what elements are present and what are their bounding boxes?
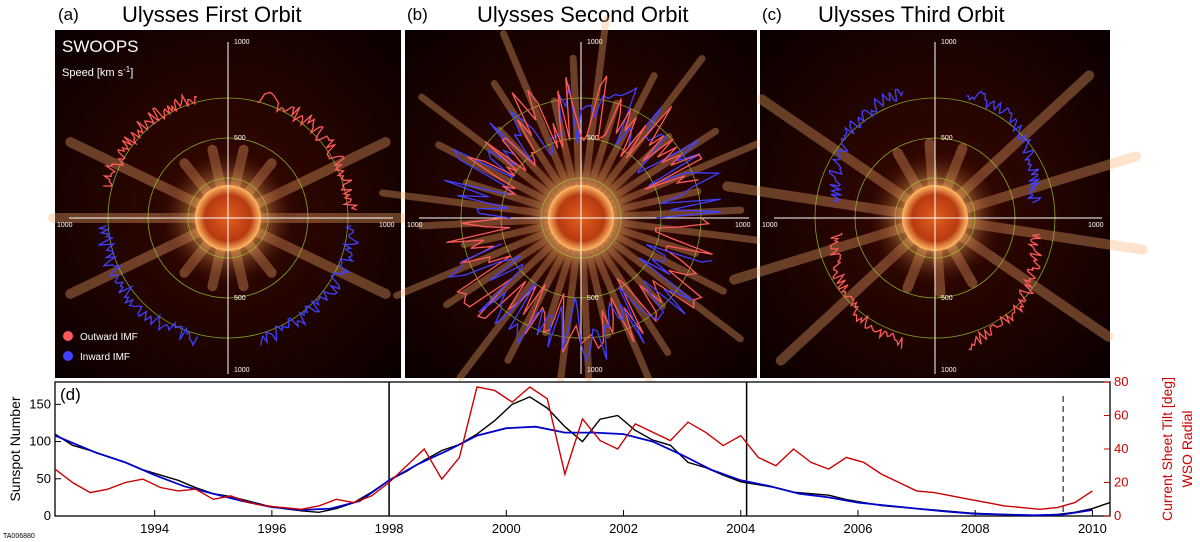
panel-label-b: (b): [407, 5, 428, 24]
y2-axis-label-1: Current Sheet Tilt [deg]: [1159, 377, 1175, 521]
polar-tick-label: 500: [587, 135, 599, 142]
panel-label-c: (c): [762, 5, 782, 24]
speed-trace: [966, 90, 1042, 204]
x-tick-label: 2008: [961, 521, 990, 536]
polar-tick-label: 1000: [941, 39, 957, 46]
speed-trace: [97, 225, 199, 347]
y2-tick-label: 80: [1114, 374, 1128, 389]
x-tick-label: 1994: [140, 521, 169, 536]
polar-panel-c: 1000 500 500 1000 1000 1000: [722, 30, 1148, 378]
y2-tick-label: 60: [1114, 408, 1128, 423]
y2-axis-label-2: WSO Radial: [1179, 410, 1195, 487]
y2-tick-label: 40: [1114, 441, 1128, 456]
polar-tick-label: 1000: [234, 39, 250, 46]
panel-label-a: (a): [58, 5, 79, 24]
panel-title-a: Ulysses First Orbit: [122, 2, 302, 27]
polar-panel-a: 1000 500 500 1000 1000 1000: [48, 30, 408, 378]
legend-label-inward: Inward IMF: [80, 352, 130, 363]
y-tick-label: 150: [29, 396, 51, 411]
polar-tick-label: 1000: [941, 367, 957, 374]
y-tick-label: 50: [37, 471, 51, 486]
polar-tick-label: 1000: [407, 222, 423, 229]
legend-label-outward: Outward IMF: [80, 332, 138, 343]
polar-tick-label: 1000: [234, 367, 250, 374]
speed-trace: [968, 233, 1042, 351]
speed-trace: [447, 243, 712, 363]
speed-trace: [257, 91, 359, 211]
legend-marker-outward: [63, 331, 73, 341]
y2-tick-label: 20: [1114, 475, 1128, 490]
instrument-label: SWOOPS: [62, 37, 139, 56]
polar-tick-label: 500: [941, 295, 953, 302]
polar-tick-label: 1000: [1088, 222, 1104, 229]
speed-trace: [102, 92, 198, 187]
speed-trace: [444, 84, 722, 219]
panel-label-d: (d): [60, 385, 81, 404]
polar-tick-label: 500: [587, 295, 599, 302]
polar-tick-label: 1000: [587, 367, 603, 374]
polar-tick-label: 500: [234, 295, 246, 302]
y-tick-label: 100: [29, 434, 51, 449]
polar-panel-b: 1000 500 500 1000 1000 1000: [379, 16, 783, 420]
plot-frame: [54, 381, 1111, 517]
polar-tick-label: 1000: [379, 222, 395, 229]
x-tick-label: 2002: [609, 521, 638, 536]
polar-tick-label: 1000: [57, 222, 73, 229]
x-tick-label: 2006: [844, 521, 873, 536]
polar-tick-label: 500: [234, 135, 246, 142]
x-tick-label: 2004: [726, 521, 755, 536]
legend-marker-inward: [63, 351, 73, 361]
speed-trace: [828, 88, 904, 204]
x-tick-label: 1996: [257, 521, 286, 536]
y-tick-label: 0: [44, 508, 51, 523]
series-line: [54, 386, 1093, 511]
y-axis-label: Sunspot Number: [7, 396, 23, 501]
y2-tick-label: 0: [1114, 508, 1121, 523]
panel-title-c: Ulysses Third Orbit: [818, 2, 1005, 27]
x-tick-label: 2000: [492, 521, 521, 536]
speed-trace: [829, 232, 903, 349]
polar-tick-label: 1000: [735, 222, 751, 229]
x-tick-label: 2010: [1078, 521, 1107, 536]
panel-title-b: Ulysses Second Orbit: [477, 2, 689, 27]
time-series-chart: 1994 1996 1998 2000 2002 2004 2006 2008 20100501…: [7, 374, 1195, 536]
x-tick-label: 1998: [375, 521, 404, 536]
polar-tick-label: 1000: [762, 222, 778, 229]
speed-label: Speed [km s-1]: [62, 65, 133, 79]
polar-tick-label: 1000: [587, 39, 603, 46]
speed-trace: [467, 75, 703, 195]
figure-id: TA006880: [3, 533, 35, 540]
polar-tick-label: 500: [941, 135, 953, 142]
series-line: [54, 425, 1093, 517]
speed-trace: [260, 225, 360, 346]
